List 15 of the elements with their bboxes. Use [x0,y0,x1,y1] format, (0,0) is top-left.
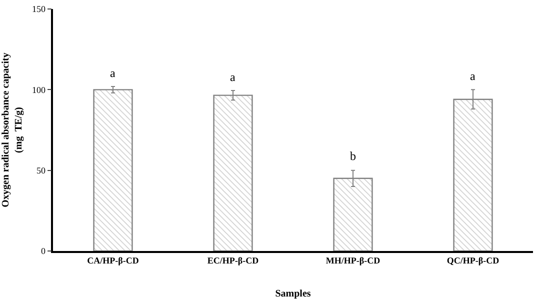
y-tick-label: 100 [32,84,46,95]
annotation: b [350,149,356,163]
annotation: a [110,66,116,80]
x-tick-label: MH/HP-β-CD [326,256,381,266]
y-tick-label: 50 [36,165,46,176]
y-tick-label: 0 [40,246,46,256]
x-tick-label: CA/HP-β-CD [87,256,140,266]
y-tick-label: 150 [32,4,46,14]
x-axis-title: Samples [275,288,311,300]
y-axis-title: Oxygen radical absorbance capacity (mg TE/g) [0,52,24,208]
bar [93,89,133,251]
annotation: a [230,70,236,84]
annotation: a [470,69,476,83]
x-tick-label: QC/HP-β-CD [446,256,500,266]
x-tick-label: EC/HP-β-CD [207,256,260,266]
